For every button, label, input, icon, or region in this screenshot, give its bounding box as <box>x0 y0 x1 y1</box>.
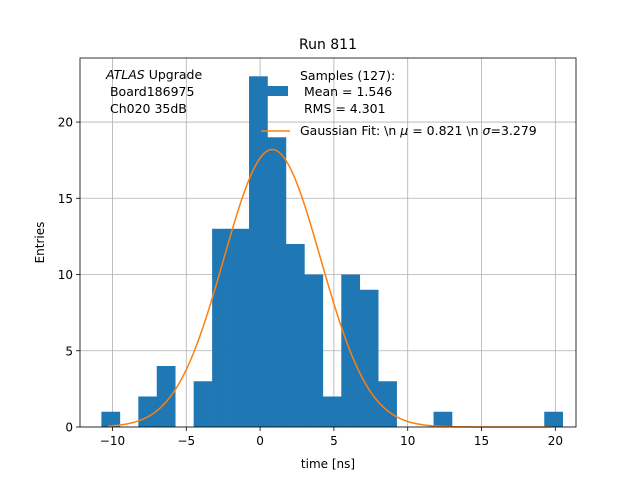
histogram-bar <box>433 411 453 427</box>
legend-fit-sigma: σ <box>483 123 492 138</box>
histogram-bar <box>156 366 176 427</box>
histogram-bar <box>544 411 564 427</box>
legend-hist-line-3: RMS = 4.301 <box>300 101 386 116</box>
y-axis-label: Entries <box>33 222 47 264</box>
histogram-bar <box>230 228 250 427</box>
legend-fit-suffix: =3.279 <box>490 123 536 138</box>
legend-hist-line-1: Samples (127): <box>300 68 395 83</box>
histogram-bars <box>101 76 564 428</box>
x-tick-label: 15 <box>474 434 489 448</box>
histogram-bar <box>249 76 268 428</box>
histogram-bar <box>359 289 379 427</box>
legend-hist-line-2: Mean = 1.546 <box>300 84 392 99</box>
legend-hist-swatch <box>259 86 288 96</box>
axes-frame <box>79 57 577 428</box>
x-tick-label: 5 <box>330 434 338 448</box>
histogram-bar <box>285 244 305 427</box>
annotation-board: Board186975 <box>106 84 194 99</box>
legend-fit-mu: μ <box>399 123 408 138</box>
histogram-bar <box>304 274 324 427</box>
legend-fit-label: Gaussian Fit: \n μ = 0.821 \n σ=3.279 <box>300 123 537 138</box>
x-axis-ticks: −10 −5 0 5 10 15 20 <box>100 427 563 448</box>
y-tick-label: 5 <box>65 344 73 358</box>
annotation-atlas: ATLAS <box>105 67 145 82</box>
histogram-bar <box>212 228 231 427</box>
annotation-line-1: ATLAS Upgrade <box>105 67 202 82</box>
x-tick-label: 10 <box>400 434 415 448</box>
histogram-bar <box>322 396 342 427</box>
y-tick-label: 20 <box>58 116 73 130</box>
legend-fit-middle: = 0.821 \n <box>408 123 482 138</box>
histogram-bar <box>267 137 287 428</box>
histogram-bar <box>378 381 397 427</box>
y-tick-label: 0 <box>65 421 73 435</box>
legend-fit-prefix: Gaussian Fit: \n <box>300 123 400 138</box>
annotation-channel: Ch020 35dB <box>106 101 187 116</box>
y-axis-ticks: 0 5 10 15 20 <box>58 116 80 435</box>
x-axis-label: time [ns] <box>301 457 355 471</box>
chart-title: Run 811 <box>299 37 357 53</box>
x-tick-label: 0 <box>256 434 264 448</box>
y-tick-label: 15 <box>58 192 73 206</box>
x-tick-label: −5 <box>177 434 195 448</box>
y-tick-label: 10 <box>58 268 73 282</box>
histogram-bar <box>101 411 121 427</box>
annotation-upgrade: Upgrade <box>145 67 203 82</box>
atlas-annotation: ATLAS Upgrade Board186975 Ch020 35dB <box>105 67 202 116</box>
x-tick-label: 20 <box>548 434 563 448</box>
x-tick-label: −10 <box>100 434 125 448</box>
histogram-bar <box>138 396 158 427</box>
histogram-bar <box>193 381 213 427</box>
legend: Samples (127): Mean = 1.546 RMS = 4.301 … <box>259 68 537 138</box>
